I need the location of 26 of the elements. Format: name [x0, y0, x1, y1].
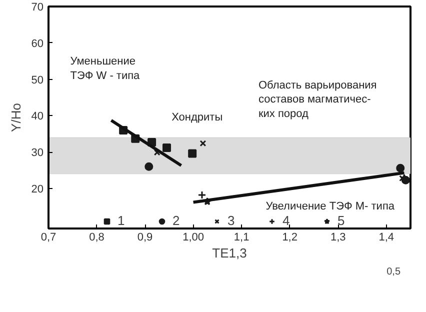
y-tick-label: 40: [31, 110, 44, 123]
y-tick-label: 30: [31, 147, 44, 160]
y-tick-label: 70: [31, 2, 44, 14]
x-tick-label: 0,9: [137, 232, 153, 244]
x-axis-title: TE1,3: [212, 246, 247, 260]
legend-label: 2: [172, 213, 181, 228]
y-axis-title: Y/Ho: [8, 103, 24, 132]
y-tick-label: 60: [31, 38, 44, 50]
legend-label: 4: [282, 213, 291, 228]
x-tick-label: 0,8: [89, 232, 104, 244]
text: 0,5: [386, 266, 401, 278]
legend-label: 1: [118, 213, 126, 228]
y-tick-label: 20: [31, 183, 44, 196]
annotation: Увеличение ТЭФ М- типа: [266, 200, 396, 212]
legend-label: 5: [338, 213, 346, 228]
annotation: Уменьшение ТЭФ W - типа: [70, 55, 141, 82]
annotation: Хондриты: [172, 112, 223, 124]
x-tick-label: 1,1: [234, 232, 250, 244]
x-tick-label: 0,7: [40, 232, 56, 244]
x-tick-label: 1,4: [378, 232, 394, 244]
x-tick-label: 1,00: [182, 232, 204, 244]
x-tick-label: 1,2: [282, 232, 298, 244]
x-tick-label: 1,3: [330, 232, 346, 244]
y-tick-label: 50: [31, 74, 44, 86]
annotation: Область варьирования составов магматичес- ких пород: [258, 79, 377, 120]
legend-label: 3: [228, 213, 236, 228]
